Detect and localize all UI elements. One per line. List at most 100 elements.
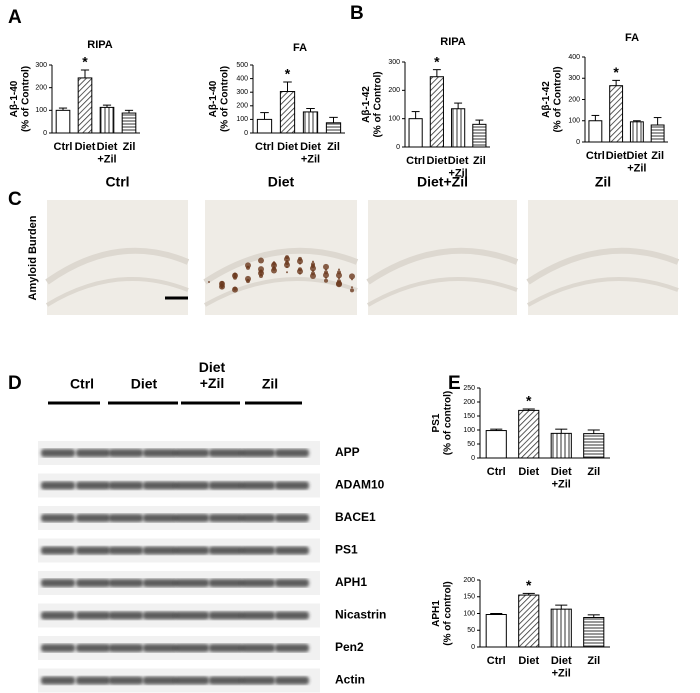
protein-label: Actin xyxy=(335,673,365,687)
micrograph-label: Zil xyxy=(595,174,611,190)
blot-band xyxy=(76,579,110,587)
y-axis-label: APH1(% of control) xyxy=(431,581,454,645)
y-tick-label: 100 xyxy=(236,116,248,123)
blot-band xyxy=(209,611,243,620)
bar xyxy=(99,106,115,134)
bar xyxy=(518,594,540,648)
y-tick-label: 300 xyxy=(35,62,47,69)
tissue-contour xyxy=(527,276,679,307)
plaque xyxy=(336,272,342,279)
y-tick-label: 100 xyxy=(463,427,475,434)
micrograph-label: Diet xyxy=(268,174,295,190)
bar xyxy=(629,121,644,143)
x-tick-label: Diet +Zil xyxy=(97,141,118,166)
y-tick-label: 50 xyxy=(467,627,475,634)
plaque xyxy=(299,272,301,275)
y-tick-label: 0 xyxy=(471,644,475,651)
x-tick-label: Zil xyxy=(587,466,600,478)
plaque xyxy=(312,269,314,272)
blot-band xyxy=(109,644,143,652)
x-tick-label: Diet xyxy=(518,655,539,667)
y-tick-label: 150 xyxy=(463,594,475,601)
plaque xyxy=(351,286,353,289)
micrograph-row-label: Amyloid Burden xyxy=(27,215,39,300)
x-tick-label: Diet +Zil xyxy=(448,155,469,180)
y-tick-label: 100 xyxy=(35,107,47,114)
blot-band xyxy=(175,611,209,620)
plaque xyxy=(349,273,355,280)
plaque xyxy=(310,265,316,272)
blot-band xyxy=(175,579,209,587)
plaque xyxy=(284,262,290,269)
bar xyxy=(518,409,540,459)
blot-band xyxy=(76,481,110,490)
bar xyxy=(279,91,296,134)
blot-band xyxy=(76,676,110,685)
x-tick-label: Zil xyxy=(123,141,136,153)
plaque xyxy=(258,270,264,277)
y-tick-label: 150 xyxy=(463,413,475,420)
panel-label: A xyxy=(8,7,22,28)
tissue-contour xyxy=(526,247,680,285)
y-tick-label: 0 xyxy=(576,139,580,146)
plaque xyxy=(350,288,354,293)
blot-band xyxy=(76,644,110,652)
bar xyxy=(325,122,342,134)
protein-label: PS1 xyxy=(335,543,358,557)
y-tick-label: 50 xyxy=(467,441,475,448)
lane-group-label: Diet +Zil xyxy=(199,359,226,391)
plaque xyxy=(323,272,329,279)
plaque xyxy=(246,265,250,270)
tissue-contour xyxy=(367,276,518,307)
significance-marker: * xyxy=(82,54,88,70)
x-tick-label: Ctrl xyxy=(406,155,425,167)
x-tick-label: Diet +Zil xyxy=(551,466,572,491)
y-tick-label: 200 xyxy=(35,85,47,92)
panel-label: B xyxy=(350,3,364,24)
blot-band xyxy=(76,449,110,457)
blot-band xyxy=(275,644,309,652)
y-tick-label: 0 xyxy=(396,144,400,151)
chart-title: RIPA xyxy=(87,39,113,51)
blot-band xyxy=(275,611,309,620)
y-tick-label: 500 xyxy=(236,62,248,69)
tissue-contour xyxy=(45,247,190,285)
blot-band xyxy=(175,676,209,685)
blot-band xyxy=(209,579,243,587)
bar xyxy=(583,433,605,459)
plaque xyxy=(286,271,288,274)
plaque xyxy=(312,260,314,263)
plaque xyxy=(324,278,328,283)
blot-band xyxy=(109,579,143,587)
y-tick-label: 300 xyxy=(236,89,248,96)
blot-band xyxy=(143,676,177,685)
plaque xyxy=(259,274,263,279)
blot-band xyxy=(143,579,177,587)
plaque xyxy=(311,262,315,267)
protein-label: Nicastrin xyxy=(335,608,386,622)
blot-band xyxy=(143,611,177,620)
blot-band xyxy=(109,546,143,555)
plaque xyxy=(221,286,223,289)
x-tick-label: Ctrl xyxy=(54,141,73,153)
blot-band xyxy=(175,514,209,522)
blot-band xyxy=(241,611,275,620)
blot-band xyxy=(209,481,243,490)
bar xyxy=(472,123,487,148)
protein-label: APH1 xyxy=(335,575,367,589)
plaque xyxy=(233,275,237,280)
y-tick-label: 300 xyxy=(568,75,580,82)
protein-label: Pen2 xyxy=(335,640,364,654)
y-axis-label: Aβ-1-42(% of Control) xyxy=(541,66,564,132)
x-tick-label: Diet +Zil xyxy=(551,655,572,680)
lane-group-label: Diet xyxy=(131,376,158,392)
lane-group-label: Ctrl xyxy=(70,376,94,392)
bar xyxy=(256,118,273,134)
significance-marker: * xyxy=(526,577,532,593)
bar xyxy=(609,85,624,143)
y-axis-label: Aβ-1-40(% of Control) xyxy=(9,66,32,132)
chart-title: FA xyxy=(293,42,307,54)
bar xyxy=(550,608,572,648)
significance-marker: * xyxy=(613,64,619,80)
bar xyxy=(451,108,466,148)
